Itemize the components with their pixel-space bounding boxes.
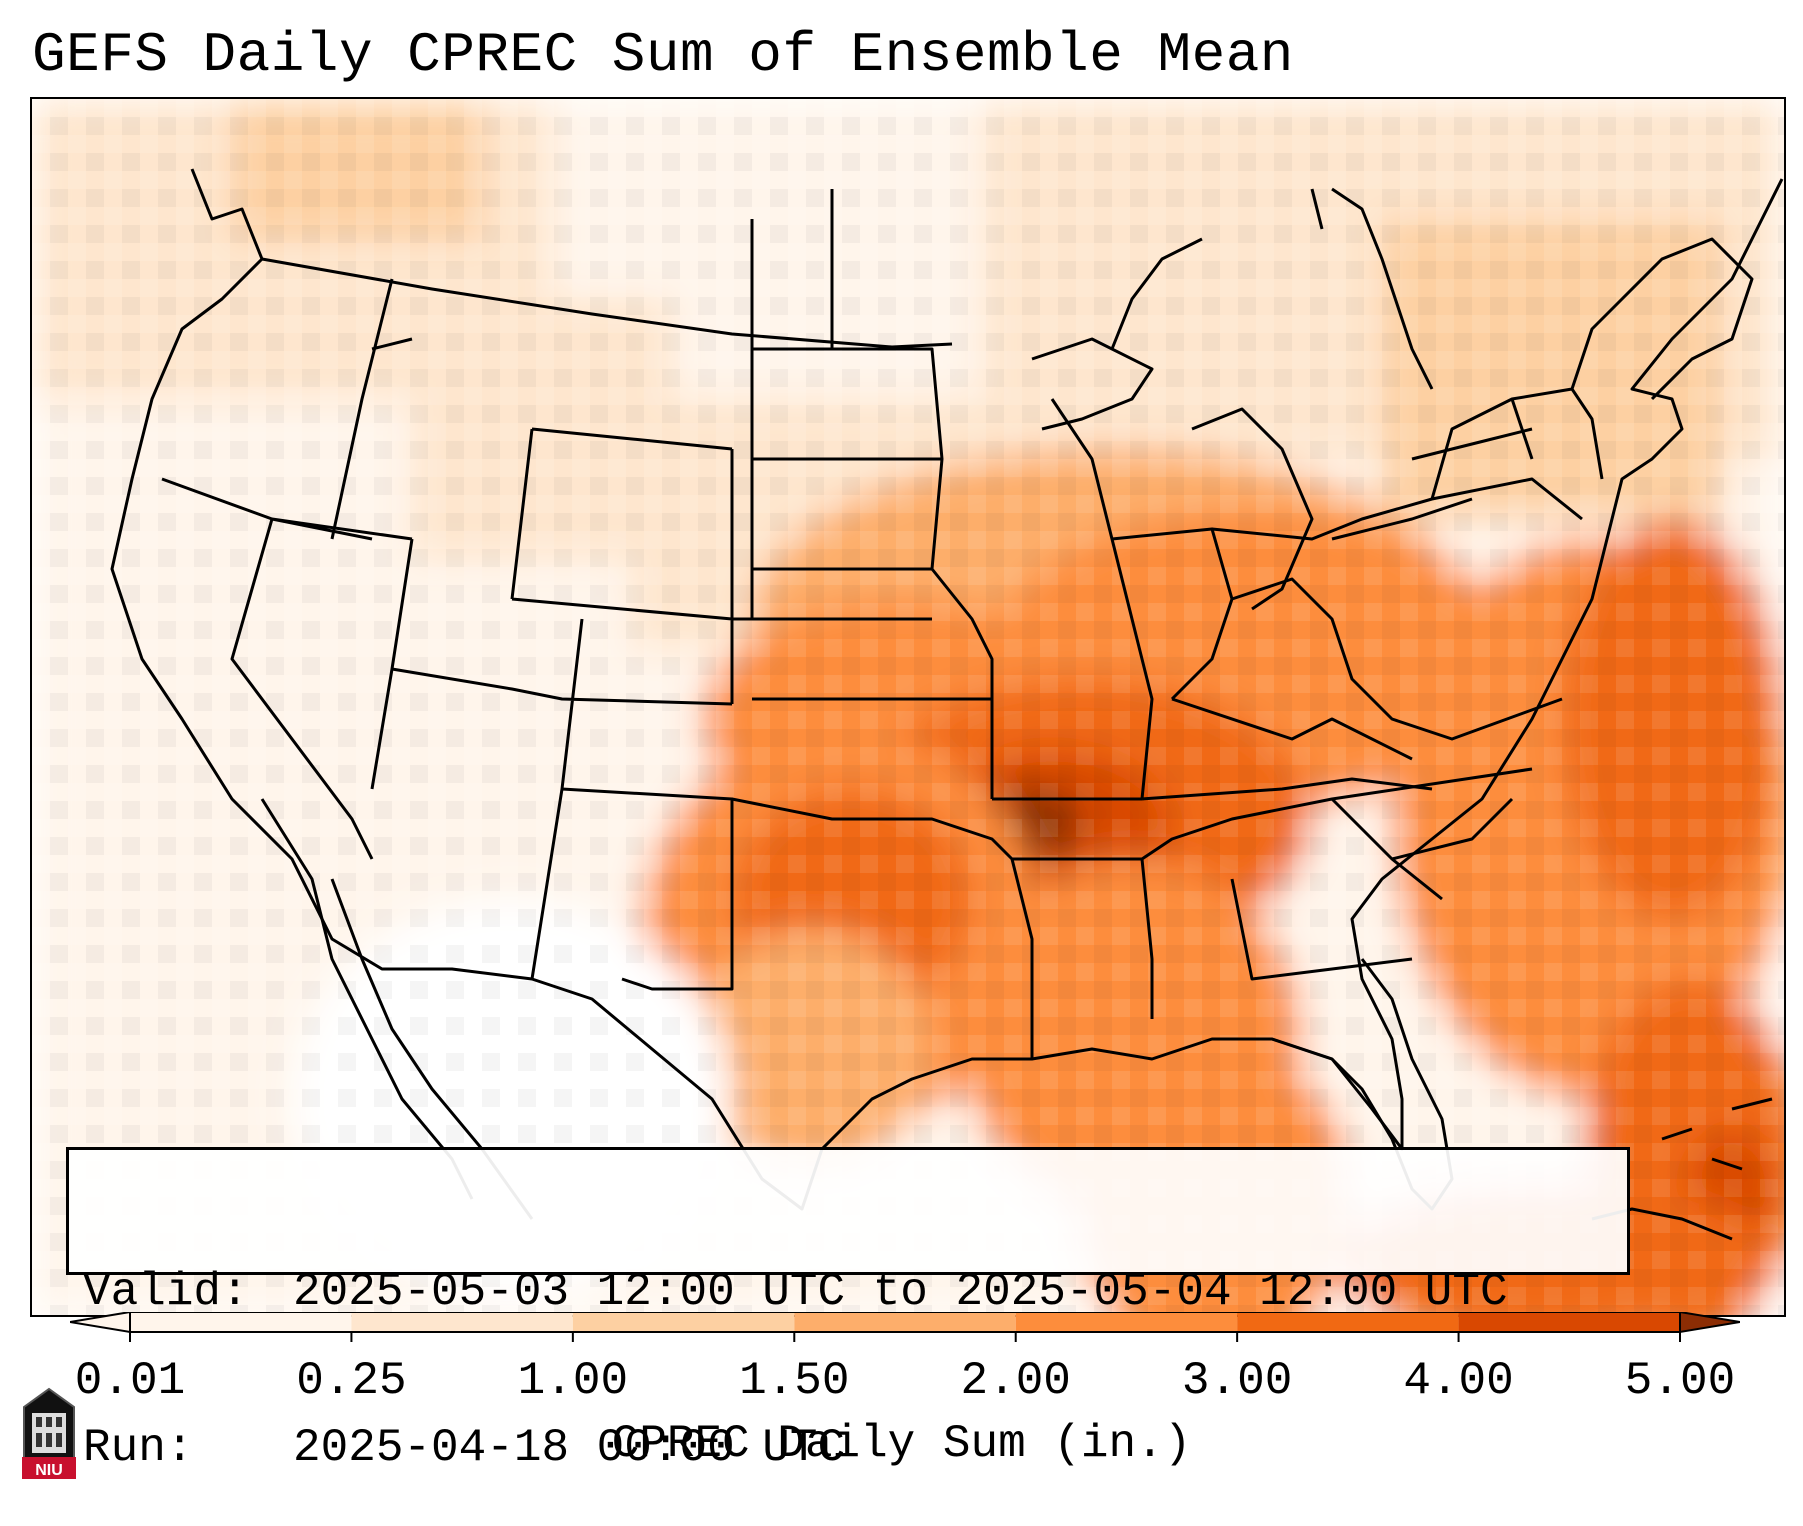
run-info-box: Valid: 2025-05-03 12:00 UTC to 2025-05-04…: [66, 1147, 1630, 1474]
precipitation-map: [30, 97, 1786, 1317]
colorbar-tick-label: 5.00: [1624, 1355, 1736, 1407]
colorbar-segment: [1015, 1312, 1238, 1332]
map-title: GEFS Daily CPREC Sum of Ensemble Mean: [32, 23, 1294, 87]
colorbar-segment: [1458, 1312, 1680, 1332]
conus-outline: [110, 168, 1784, 1211]
colorbar-segment: [794, 1312, 1016, 1332]
colorbar-tick-label: 2.00: [960, 1355, 1071, 1407]
valid-line: Valid: 2025-05-03 12:00 UTC to 2025-05-04…: [83, 1266, 1627, 1318]
colorbar-outline: [129, 1311, 1681, 1333]
valid-label: Valid:: [83, 1266, 249, 1318]
colorbar: [69, 1310, 1741, 1352]
colorbar-tick-label: 3.00: [1181, 1355, 1293, 1407]
run-label: Run:: [83, 1422, 194, 1474]
niu-logo: NIU: [20, 1385, 78, 1483]
colorbar-segment: [130, 1312, 352, 1332]
colorbar-title: CPREC Daily Sum (in.): [611, 1418, 1192, 1470]
colorbar-tick-label: 1.50: [739, 1355, 850, 1407]
niu-logo-text: NIU: [35, 1462, 63, 1479]
colorbar-segment: [1237, 1312, 1459, 1332]
colorbar-tick-label: 0.25: [296, 1355, 407, 1407]
great-lakes: [1031, 337, 1533, 611]
colorbar-tick-labels: 0.01 0.25 1.00 1.50 2.00 3.00 4.00 5.00: [0, 1355, 1803, 1415]
colorbar-tick-label: 1.00: [517, 1355, 629, 1407]
colorbar-extend-low: [69, 1310, 131, 1334]
colorbar-extend-high: [1679, 1310, 1741, 1334]
run-value: 2025-04-18 00:00 UTC: [293, 1422, 846, 1474]
colorbar-segment: [572, 1312, 795, 1332]
colorbar-tick-label: 0.01: [74, 1355, 186, 1407]
colorbar-tick-label: 4.00: [1403, 1355, 1514, 1407]
us-canada-border: [261, 257, 953, 349]
valid-value: 2025-05-03 12:00 UTC to 2025-05-04 12:00…: [293, 1266, 1508, 1318]
run-line: Run: 2025-04-18 00:00 UTC: [83, 1422, 1627, 1474]
colorbar-segment: [351, 1312, 573, 1332]
